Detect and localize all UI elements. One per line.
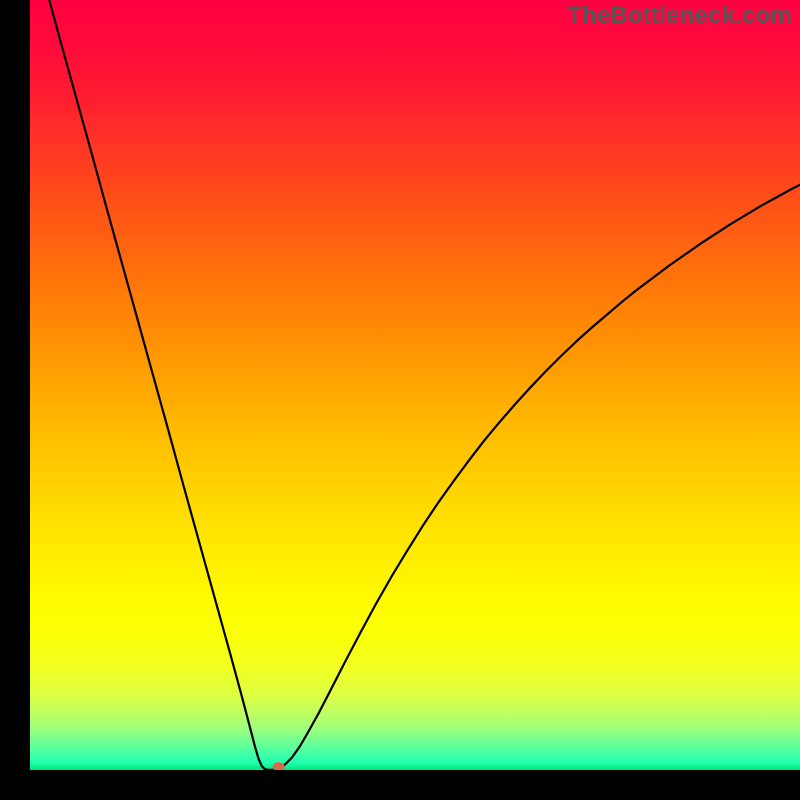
chart-svg: [30, 0, 800, 770]
watermark-text: TheBottleneck.com: [567, 2, 792, 30]
plot-area: [30, 0, 800, 770]
chart-background: [30, 0, 800, 770]
